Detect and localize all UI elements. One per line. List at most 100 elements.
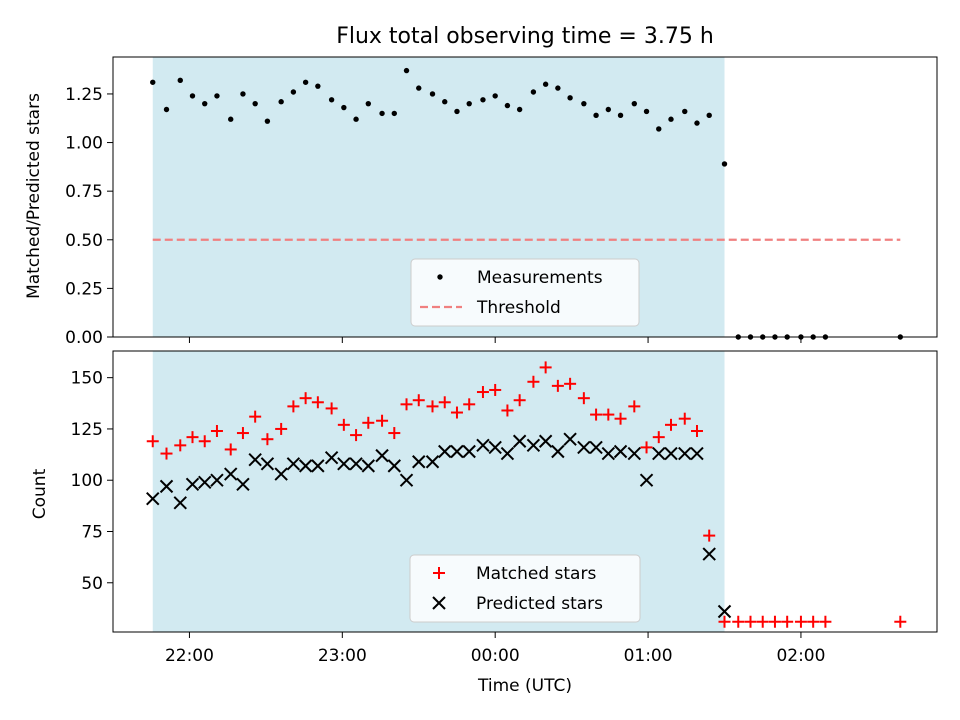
bottom-x-ticks: 22:00 23:00 00:00 01:00 02:00 (165, 632, 825, 666)
predicted-star-point (387, 459, 401, 473)
measurement-point (214, 93, 220, 99)
legend-matched-marker (433, 567, 445, 579)
top-y-axis-label: Matched/Predicted stars (24, 93, 44, 299)
matched-star-point (476, 386, 489, 399)
x-tick-label: 02:00 (776, 646, 825, 666)
legend-threshold-label: Threshold (476, 298, 561, 318)
measurement-point (416, 85, 422, 91)
top-y-ticks: 0.00 0.25 0.50 0.75 1.00 1.25 (65, 85, 113, 348)
measurement-point (542, 81, 549, 87)
top-y-tick-label: 1.25 (65, 85, 103, 105)
matched-star-point (640, 441, 653, 454)
predicted-star-point (324, 450, 339, 465)
predicted-star-point (248, 453, 262, 467)
matched-star-point (577, 392, 590, 405)
predicted-star-point (702, 547, 716, 561)
legend-measurements-label: Measurements (477, 268, 603, 288)
predicted-star-point (488, 440, 502, 455)
chart-title: Flux total observing time = 3.75 h (336, 24, 714, 49)
matched-star-point (186, 431, 199, 444)
predicted-star-point (210, 473, 224, 487)
measurement-point (593, 112, 599, 119)
measurement-point (252, 100, 258, 107)
matched-star-point (249, 410, 262, 423)
bottom-y-tick-label: 125 (71, 420, 103, 440)
measurement-point (721, 161, 728, 167)
predicted-star-point (159, 479, 174, 494)
measurement-point (278, 99, 284, 105)
predicted-star-point (260, 457, 275, 471)
matched-star-point (275, 422, 288, 435)
predicted-star-point (678, 446, 692, 461)
matched-stars-points (146, 361, 907, 628)
matched-star-point (819, 615, 832, 628)
predicted-star-point (512, 434, 527, 448)
matched-star-point (311, 396, 324, 409)
matched-star-point (489, 383, 502, 396)
legend-measurements-marker (437, 274, 443, 280)
measurement-point (555, 85, 561, 91)
matched-star-point (224, 443, 237, 456)
matched-star-point (412, 394, 425, 407)
x-tick-label: 23:00 (318, 646, 367, 666)
matched-star-point (501, 404, 514, 417)
top-y-tick-label: 0.75 (65, 182, 103, 202)
measurement-point (365, 100, 372, 107)
matched-star-point (718, 615, 731, 628)
matched-star-point (652, 431, 665, 444)
matched-star-point (551, 379, 564, 392)
top-panel: 0.00 0.25 0.50 0.75 1.00 1.25 Flux total obse… (24, 24, 938, 348)
measurement-point (403, 67, 410, 74)
measurement-point (353, 116, 359, 122)
measurement-point (341, 104, 347, 111)
predicted-star-point (375, 448, 389, 463)
measurement-point (177, 77, 183, 84)
matched-star-point (337, 418, 350, 431)
matched-star-point (388, 427, 401, 440)
measurement-point (163, 106, 170, 113)
matched-star-point (146, 435, 159, 448)
measurement-point (581, 100, 587, 107)
predicted-star-point (664, 446, 678, 461)
top-axes-frame (112, 56, 938, 338)
matched-star-point (376, 414, 389, 427)
predicted-star-point (286, 457, 301, 471)
predicted-star-point (438, 444, 452, 459)
bottom-y-axis-label: Count (30, 468, 50, 519)
predicted-star-point (589, 440, 603, 455)
predicted-star-point (551, 444, 565, 459)
predicted-star-point (224, 467, 238, 481)
top-y-tick-label: 0.25 (65, 279, 103, 299)
top-y-tick-label: 0.50 (65, 231, 103, 251)
matched-star-point (236, 427, 249, 440)
predicted-star-point (311, 459, 325, 473)
top-legend-box (410, 258, 640, 327)
matched-star-point (678, 412, 691, 425)
measurement-point (706, 112, 712, 119)
matched-star-point (174, 439, 187, 452)
predicted-star-point (639, 473, 654, 487)
matched-star-point (463, 398, 476, 411)
x-tick-label: 00:00 (471, 646, 520, 666)
measurement-point (429, 91, 436, 97)
measurement-point (189, 93, 196, 99)
top-x-ticks (188, 337, 802, 343)
bottom-y-tick-label: 75 (81, 522, 103, 542)
matched-star-point (350, 429, 363, 442)
measurement-points (150, 67, 904, 340)
matched-star-point (744, 615, 757, 628)
matched-star-point (602, 408, 615, 421)
predicted-star-point (399, 473, 414, 487)
x-tick-label: 22:00 (165, 646, 214, 666)
predicted-star-point (274, 467, 288, 481)
measurement-point (442, 99, 448, 105)
predicted-star-point (173, 496, 187, 510)
predicted-star-point (412, 455, 426, 469)
measurement-point (682, 108, 688, 115)
matched-star-point (160, 447, 173, 460)
matched-star-point (400, 398, 413, 411)
bottom-axes-frame (112, 350, 938, 633)
measurement-point (379, 110, 385, 117)
legend-matched-label: Matched stars (476, 564, 596, 584)
